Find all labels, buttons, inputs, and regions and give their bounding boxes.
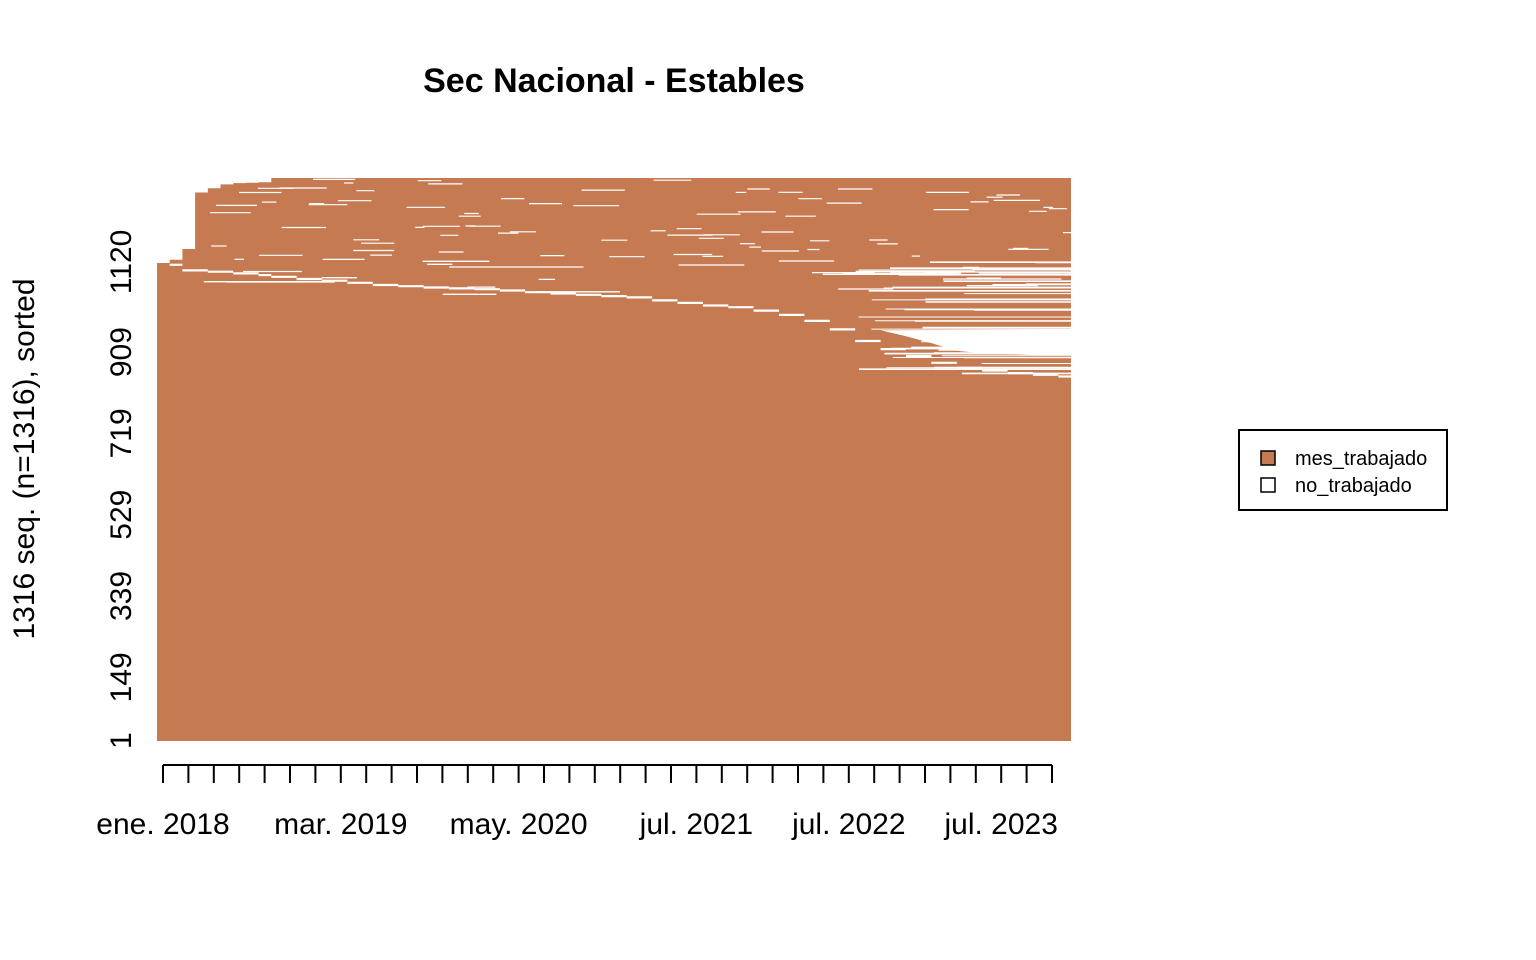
chart-title: Sec Nacional - Estables — [423, 62, 805, 100]
y-tick-label: 1 — [105, 732, 138, 749]
legend-swatch-mes-trabajado — [1260, 450, 1276, 466]
plot-area — [157, 178, 1071, 741]
x-axis: ene. 2018 mar. 2019 may. 2020 jul. 2021 jul.… — [96, 764, 1058, 841]
legend-label-no-trabajado: no_trabajado — [1295, 475, 1412, 497]
x-tick-label: ene. 2018 — [96, 808, 229, 841]
x-minor-ticks — [162, 765, 1053, 783]
y-axis: 1 149 339 529 719 909 1120 — [105, 230, 138, 749]
legend-swatch-no-trabajado — [1260, 477, 1276, 493]
y-axis-label: 1316 seq. (n=1316), sorted — [8, 278, 41, 639]
x-tick-label: mar. 2019 — [274, 808, 407, 841]
y-tick-label: 529 — [105, 490, 138, 540]
x-tick-labels: ene. 2018 mar. 2019 may. 2020 jul. 2021 jul.… — [96, 808, 1058, 841]
x-tick-label: jul. 2021 — [639, 808, 753, 841]
x-tick-label: may. 2020 — [450, 808, 588, 841]
x-tick-label: jul. 2022 — [791, 808, 905, 841]
y-tick-label: 909 — [105, 327, 138, 377]
legend: mes_trabajado no_trabajado — [1238, 429, 1448, 511]
state-fill-layer — [157, 178, 1071, 741]
y-tick-labels: 1 149 339 529 719 909 1120 — [105, 230, 138, 749]
state-area-mes-trabajado — [157, 178, 1071, 741]
legend-label-mes-trabajado: mes_trabajado — [1295, 448, 1427, 470]
x-tick-label: jul. 2023 — [943, 808, 1057, 841]
gap-line-layer — [157, 178, 1071, 378]
state-area-no-trabajado — [880, 329, 1071, 356]
y-tick-label: 339 — [105, 571, 138, 621]
legend-box — [1238, 429, 1448, 511]
y-tick-label: 1120 — [105, 230, 138, 295]
y-tick-label: 719 — [105, 408, 138, 458]
y-tick-label: 149 — [105, 652, 138, 702]
